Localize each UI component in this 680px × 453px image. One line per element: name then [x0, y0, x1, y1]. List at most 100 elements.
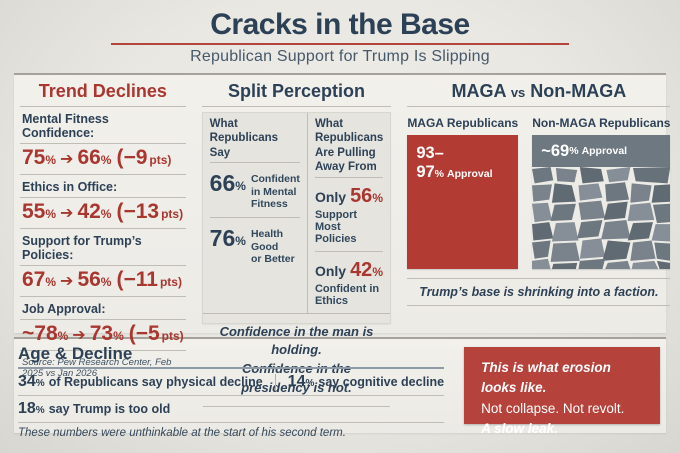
page-title: Cracks in the Base: [210, 8, 470, 41]
away-stat-ethics: Only 42% Confident in Ethics: [314, 250, 384, 313]
trend-item-label: Support for Trump’s Policies:: [20, 229, 186, 266]
erosion-line-3: A slow leak.: [481, 420, 558, 436]
stat-line: Only 56%: [315, 185, 383, 208]
percent-sign: %: [434, 168, 445, 180]
what-republicans-say-panel: What Republicans Say 66 % Confident in Me…: [203, 113, 307, 313]
trend-item-stat: ~78% ➔ 73% (−5 pts): [20, 320, 186, 351]
stat-delta: (−9: [116, 146, 148, 169]
stat-from: 55: [22, 200, 46, 223]
age-stat-physical: 34% of Republicans say physical decline: [18, 373, 263, 391]
age-section-title: Age & Decline: [18, 344, 445, 369]
age-stat-cognitive: 14% say cognitive decline: [288, 373, 444, 391]
percent-sign: %: [100, 153, 112, 167]
trend-item-stat: 67% ➔ 56% (−11 pts): [20, 266, 186, 297]
pts-label: pts): [161, 329, 184, 343]
percent-sign: %: [305, 378, 315, 389]
percent-sign: %: [45, 207, 57, 221]
caption-line: in Mental Fitness: [250, 185, 297, 211]
say-stat-mental-fitness: 66 % Confident in Mental Fitness: [210, 163, 300, 217]
bottom-panel: Age & Decline 34% of Republicans say phys…: [14, 337, 666, 439]
stat-delta: (−13: [116, 200, 160, 223]
trend-item-stat: 55% ➔ 42% (−13 pts): [20, 198, 186, 229]
percent-sign: %: [35, 405, 45, 416]
pulling-away-panel: What Republicans Are Pulling Away From O…: [306, 113, 390, 313]
stat-value: 66: [209, 170, 236, 197]
split-perception-column: Split Perception What Republicans Say 66…: [194, 75, 400, 407]
split-grid: What Republicans Say 66 % Confident in Me…: [202, 113, 391, 314]
caption-line: Health Good: [250, 227, 284, 253]
right-arrow-icon: ➔: [72, 327, 86, 344]
trend-item-ethics: Ethics in Office: 55% ➔ 42% (−13 pts): [20, 175, 186, 229]
stat-from: ~78: [22, 322, 58, 345]
stat-value: 42: [350, 258, 373, 281]
right-arrow-icon: ➔: [60, 273, 74, 290]
maga-approval-block: 93–97% Approval: [407, 135, 519, 269]
stat-divider: [274, 374, 276, 390]
trend-item-mental-fitness: Mental Fitness Confidence: 75% ➔ 66% (−9 pts…: [20, 107, 186, 175]
stat-to: 56: [77, 268, 101, 291]
pts-label: pts): [159, 275, 182, 289]
say-panel-header: What Republicans Say: [209, 113, 300, 164]
stat-value: 76: [209, 224, 236, 251]
trend-item-label: Ethics in Office:: [20, 175, 186, 198]
approval-value: 93–97: [416, 144, 444, 181]
stat-line: Only 42%: [315, 259, 383, 282]
cracked-tiles-graphic: [532, 167, 671, 269]
trend-item-label: Mental Fitness Confidence:: [20, 107, 186, 144]
split-conclusion: Confidence in the man is holding. Confid…: [202, 314, 391, 407]
nonmaga-word: Non-MAGA: [530, 81, 627, 101]
split-perception-card: What Republicans Say 66 % Confident in Me…: [201, 112, 392, 407]
trend-item-label: Job Approval:: [20, 297, 186, 320]
only-prefix: Only: [314, 262, 347, 279]
percent-sign: %: [569, 145, 579, 157]
stat-value: 18: [18, 400, 36, 417]
percent-sign: %: [100, 275, 112, 289]
percent-sign: %: [235, 233, 246, 248]
away-stat-policies: Only 56% Support Most Policies: [315, 178, 383, 251]
maga-side-header: MAGA Republicans: [407, 116, 519, 130]
percent-sign: %: [372, 264, 383, 279]
age-stat-too-old: 18% say Trump is too old: [18, 396, 445, 423]
stat-to: 42: [77, 200, 101, 223]
stat-caption: Confident in Ethics: [314, 282, 380, 307]
stat-delta: (−11: [116, 268, 158, 291]
age-section-note: These numbers were unthinkable at the st…: [18, 427, 346, 439]
only-prefix: Only: [314, 188, 347, 205]
main-panel: Trend Declines Mental Fitness Confidence…: [14, 73, 671, 407]
stat-text: say cognitive decline: [318, 375, 445, 389]
stat-value: 34: [18, 373, 36, 390]
nonmaga-approval-block: ~69% Approval: [532, 135, 671, 269]
say-stat-health: 76 % Health Good or Better: [209, 216, 300, 272]
percent-sign: %: [35, 378, 45, 389]
age-stats-row: 34% of Republicans say physical decline 1…: [18, 369, 445, 396]
conclusion-line: Confidence in the man is holding.: [219, 323, 374, 358]
stat-value: 14: [287, 373, 306, 390]
percent-sign: %: [113, 329, 124, 343]
split-perception-title: Split Perception: [201, 75, 392, 107]
page-subtitle: Republican Support for Trump Is Slipping: [190, 48, 490, 65]
maga-column-title: MAGA vs Non-MAGA: [407, 75, 671, 107]
right-arrow-icon: ➔: [60, 151, 74, 168]
stat-to: 66: [77, 146, 101, 169]
trend-item-stat: 75% ➔ 66% (−9 pts): [20, 144, 186, 175]
pts-label: pts): [149, 153, 172, 167]
stat-delta: (−5: [128, 322, 160, 345]
pts-label: pts): [161, 207, 184, 221]
age-and-decline-section: Age & Decline 34% of Republicans say phys…: [14, 339, 458, 439]
percent-sign: %: [100, 207, 112, 221]
stat-text: say Trump is too old: [48, 402, 171, 416]
maga-word: MAGA: [451, 81, 506, 101]
trend-declines-title: Trend Declines: [20, 75, 186, 107]
away-panel-header: What Republicans Are Pulling Away From: [314, 113, 383, 178]
percent-sign: %: [235, 179, 246, 194]
approval-value: ~69: [541, 141, 570, 160]
trend-declines-column: Trend Declines Mental Fitness Confidence…: [14, 75, 194, 379]
stat-to: 73: [89, 322, 114, 345]
vs-word: vs: [510, 85, 526, 100]
percent-sign: %: [45, 153, 57, 167]
stat-text: of Republicans say physical decline: [48, 375, 263, 389]
hairline-rule: [407, 278, 671, 279]
stat-value: 56: [350, 184, 373, 207]
stat-caption: Health Good or Better: [251, 228, 300, 266]
